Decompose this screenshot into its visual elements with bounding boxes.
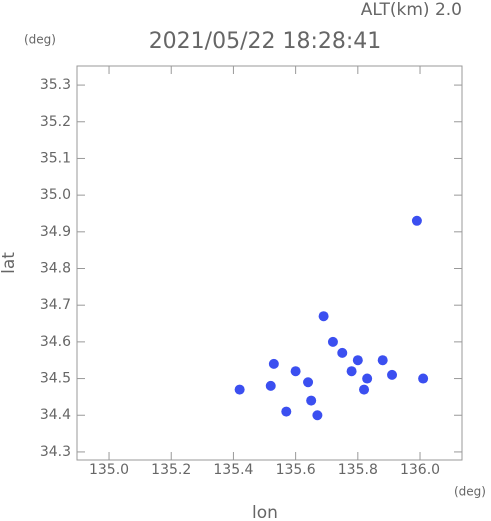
chart-title: 2021/05/22 18:28:41: [149, 29, 382, 54]
echo-point: [411, 215, 422, 226]
x-tick-label: 135.0: [89, 462, 129, 478]
y-unit: (deg): [24, 33, 56, 47]
echo-point: [352, 355, 363, 366]
echo-point: [265, 380, 276, 391]
echo-point: [327, 336, 338, 347]
echo-point: [387, 369, 398, 380]
y-tick-label: 34.4: [40, 407, 71, 423]
y-tick-label: 34.6: [40, 334, 71, 350]
x-tick-label: 136.0: [400, 462, 440, 478]
echo-point: [418, 373, 429, 384]
y-tick-label: 34.5: [40, 371, 71, 387]
echo-point: [337, 347, 348, 358]
altitude-label: ALT(km) 2.0: [361, 0, 462, 20]
echo-point: [359, 384, 370, 395]
echo-point: [306, 395, 317, 406]
echo-point: [346, 366, 357, 377]
echo-point: [362, 373, 373, 384]
x-tick-label: 135.2: [151, 462, 191, 478]
y-tick-label: 34.7: [40, 297, 71, 313]
x-tick-label: 135.8: [338, 462, 378, 478]
x-tick-label: 135.6: [276, 462, 316, 478]
echo-point: [234, 384, 245, 395]
y-tick-label: 34.9: [40, 224, 71, 240]
y-tick-label: 34.8: [40, 261, 71, 277]
echo-point: [303, 377, 314, 388]
y-tick-label: 35.0: [40, 187, 71, 203]
echo-point: [318, 311, 329, 322]
echo-point: [290, 366, 301, 377]
plot-frame: [76, 65, 463, 461]
echo-point: [268, 358, 279, 369]
x-tick-label: 135.4: [213, 462, 253, 478]
y-tick-label: 35.1: [40, 150, 71, 166]
x-unit: (deg): [454, 485, 486, 499]
y-tick-label: 35.3: [40, 77, 71, 93]
y-tick-label: 35.2: [40, 114, 71, 130]
y-axis-label: lat: [0, 252, 19, 274]
x-axis-label: lon: [252, 503, 278, 521]
y-tick-label: 34.3: [40, 444, 71, 460]
echo-point: [312, 410, 323, 421]
echo-point: [377, 355, 388, 366]
echo-point: [281, 406, 292, 417]
